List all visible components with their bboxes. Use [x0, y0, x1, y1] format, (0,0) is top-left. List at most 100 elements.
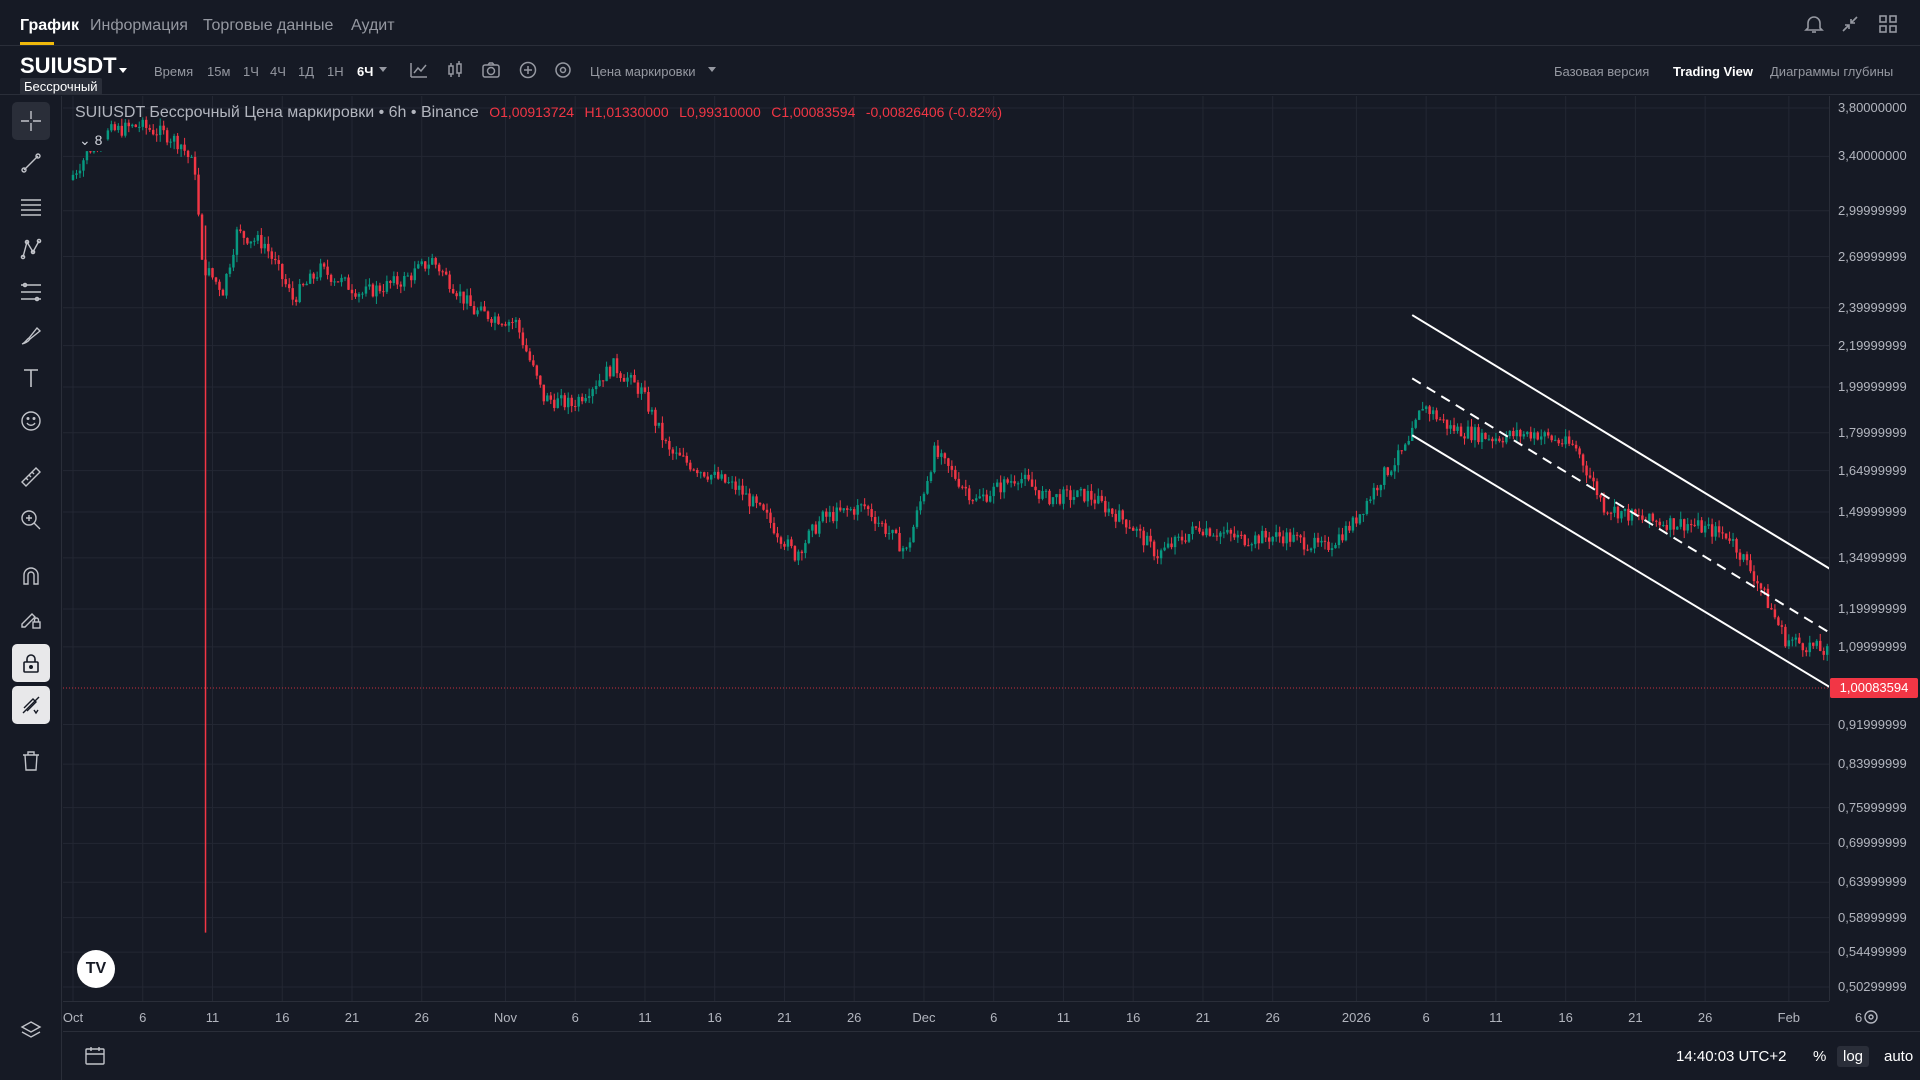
- horizontal-lines-tool[interactable]: [12, 187, 50, 225]
- lock-all-tool[interactable]: [12, 644, 50, 682]
- camera-icon[interactable]: [480, 59, 502, 81]
- interval-4h[interactable]: 4Ч: [270, 64, 286, 79]
- time-tick-label: 26: [1265, 1010, 1280, 1025]
- candle-body: [1072, 497, 1076, 500]
- crosshair-tool[interactable]: [12, 102, 50, 140]
- candle-body: [82, 160, 85, 171]
- indicators-icon[interactable]: [408, 59, 430, 81]
- clock[interactable]: 14:40:03 UTC+2: [1676, 1048, 1787, 1065]
- interval-caret-icon[interactable]: [378, 64, 388, 74]
- candle-body: [235, 229, 239, 255]
- candle-body: [779, 537, 783, 544]
- auto-scale-toggle[interactable]: auto: [1884, 1048, 1914, 1065]
- zoom-tool[interactable]: [12, 501, 50, 539]
- candle-body: [1125, 519, 1128, 528]
- tradingview-logo[interactable]: TV: [77, 950, 115, 988]
- emoji-tool[interactable]: [12, 402, 50, 440]
- hide-drawings-icon: [22, 696, 40, 715]
- indicators-collapse-button[interactable]: ⌄ 8: [75, 130, 107, 151]
- settings-icon[interactable]: [552, 59, 574, 81]
- candle-body: [117, 125, 120, 131]
- candle-body: [849, 509, 852, 511]
- view-basic[interactable]: Базовая версия: [1554, 64, 1650, 79]
- view-tradingview[interactable]: Trading View: [1673, 64, 1753, 79]
- candle-body: [1013, 481, 1016, 484]
- candle-body: [1034, 486, 1037, 491]
- candle-body: [1390, 471, 1393, 476]
- brush-tool[interactable]: [12, 316, 50, 354]
- lock-drawing-tool[interactable]: [12, 600, 50, 638]
- price-tick-label: 0,58999999: [1838, 909, 1907, 925]
- candle-body: [1770, 607, 1773, 610]
- chart-pane[interactable]: SUIUSDT Бессрочный Цена маркировки • 6h …: [63, 96, 1829, 1001]
- tab-trading-data[interactable]: Торговые данные: [203, 17, 334, 34]
- candle-body: [1226, 529, 1229, 533]
- candle-body: [1023, 474, 1027, 479]
- view-depth[interactable]: Диаграммы глубины: [1770, 64, 1894, 79]
- price-axis[interactable]: 3,80000000 3,40000000 2,99999999 2,69999999…: [1829, 96, 1920, 1001]
- candle-body: [479, 306, 483, 311]
- collapse-icon[interactable]: [1838, 12, 1862, 36]
- candle-body: [465, 295, 469, 304]
- legend-high: H1,01330000: [584, 104, 669, 120]
- price-tick-label: 0,75999999: [1838, 799, 1907, 815]
- candle-body: [511, 321, 514, 323]
- tab-audit[interactable]: Аудит: [351, 17, 395, 34]
- candle-body: [1191, 526, 1194, 535]
- candle-body: [1431, 410, 1435, 415]
- fib-tool[interactable]: [12, 273, 50, 311]
- candle-body: [211, 268, 214, 278]
- trendline-tool[interactable]: [12, 144, 50, 182]
- tab-info[interactable]: Информация: [90, 17, 188, 34]
- candles-type-icon[interactable]: [444, 59, 466, 81]
- candle-body: [971, 500, 974, 502]
- candle-body: [1334, 545, 1337, 549]
- candle-body: [120, 125, 124, 136]
- candle-body: [643, 387, 647, 392]
- percent-scale-toggle[interactable]: %: [1813, 1048, 1827, 1065]
- chevron-down-icon[interactable]: [118, 65, 128, 75]
- bell-icon[interactable]: [1802, 12, 1826, 36]
- tab-chart[interactable]: График: [20, 17, 79, 34]
- date-range-icon[interactable]: [83, 1044, 107, 1068]
- interval-15m[interactable]: 15м: [207, 64, 231, 79]
- magnet-tool[interactable]: [12, 557, 50, 595]
- trash-tool[interactable]: [12, 742, 50, 780]
- axis-settings-icon[interactable]: [1862, 1008, 1880, 1026]
- symbol-name[interactable]: SUIUSDT: [20, 53, 117, 78]
- text-tool[interactable]: [12, 359, 50, 397]
- candle-body: [1215, 535, 1219, 537]
- candle-body: [1620, 511, 1623, 519]
- candle-body: [741, 485, 744, 495]
- candle-body: [1759, 583, 1763, 589]
- interval-1d[interactable]: 1Д: [298, 64, 315, 79]
- layout-grid-icon[interactable]: [1876, 12, 1900, 36]
- price-type-select[interactable]: Цена маркировки: [590, 64, 696, 79]
- candle-body: [406, 275, 410, 277]
- price-chart[interactable]: [63, 96, 1829, 1001]
- interval-1h[interactable]: 1Ч: [243, 64, 259, 79]
- candle-body: [1424, 406, 1428, 409]
- candle-body: [1417, 410, 1421, 420]
- interval-6h[interactable]: 6Ч: [357, 64, 374, 79]
- candle-body: [786, 539, 790, 547]
- add-alert-icon[interactable]: [517, 59, 539, 81]
- time-axis[interactable]: Oct 6 11 16 21 26 Nov 6 11 16 21 26 Dec 6 11 16 21 26 2026…: [63, 1001, 1862, 1031]
- price-type-caret-icon[interactable]: [707, 64, 717, 74]
- hide-drawings-tool[interactable]: [12, 686, 50, 724]
- candle-body: [668, 440, 671, 450]
- time-label[interactable]: Время: [154, 64, 194, 79]
- interval-1w[interactable]: 1Н: [327, 64, 344, 79]
- log-scale-toggle[interactable]: log: [1837, 1046, 1870, 1067]
- ruler-tool[interactable]: [12, 458, 50, 496]
- candle-body: [709, 474, 713, 480]
- magnet-icon: [23, 567, 39, 585]
- candle-body: [1623, 508, 1627, 512]
- candle-body: [1149, 535, 1152, 542]
- candle-body: [1330, 548, 1334, 550]
- candle-body: [1689, 524, 1693, 526]
- candle-body: [1114, 513, 1117, 522]
- layers-tool[interactable]: [12, 1012, 50, 1050]
- candle-body: [1522, 434, 1526, 437]
- pattern-tool[interactable]: [12, 230, 50, 268]
